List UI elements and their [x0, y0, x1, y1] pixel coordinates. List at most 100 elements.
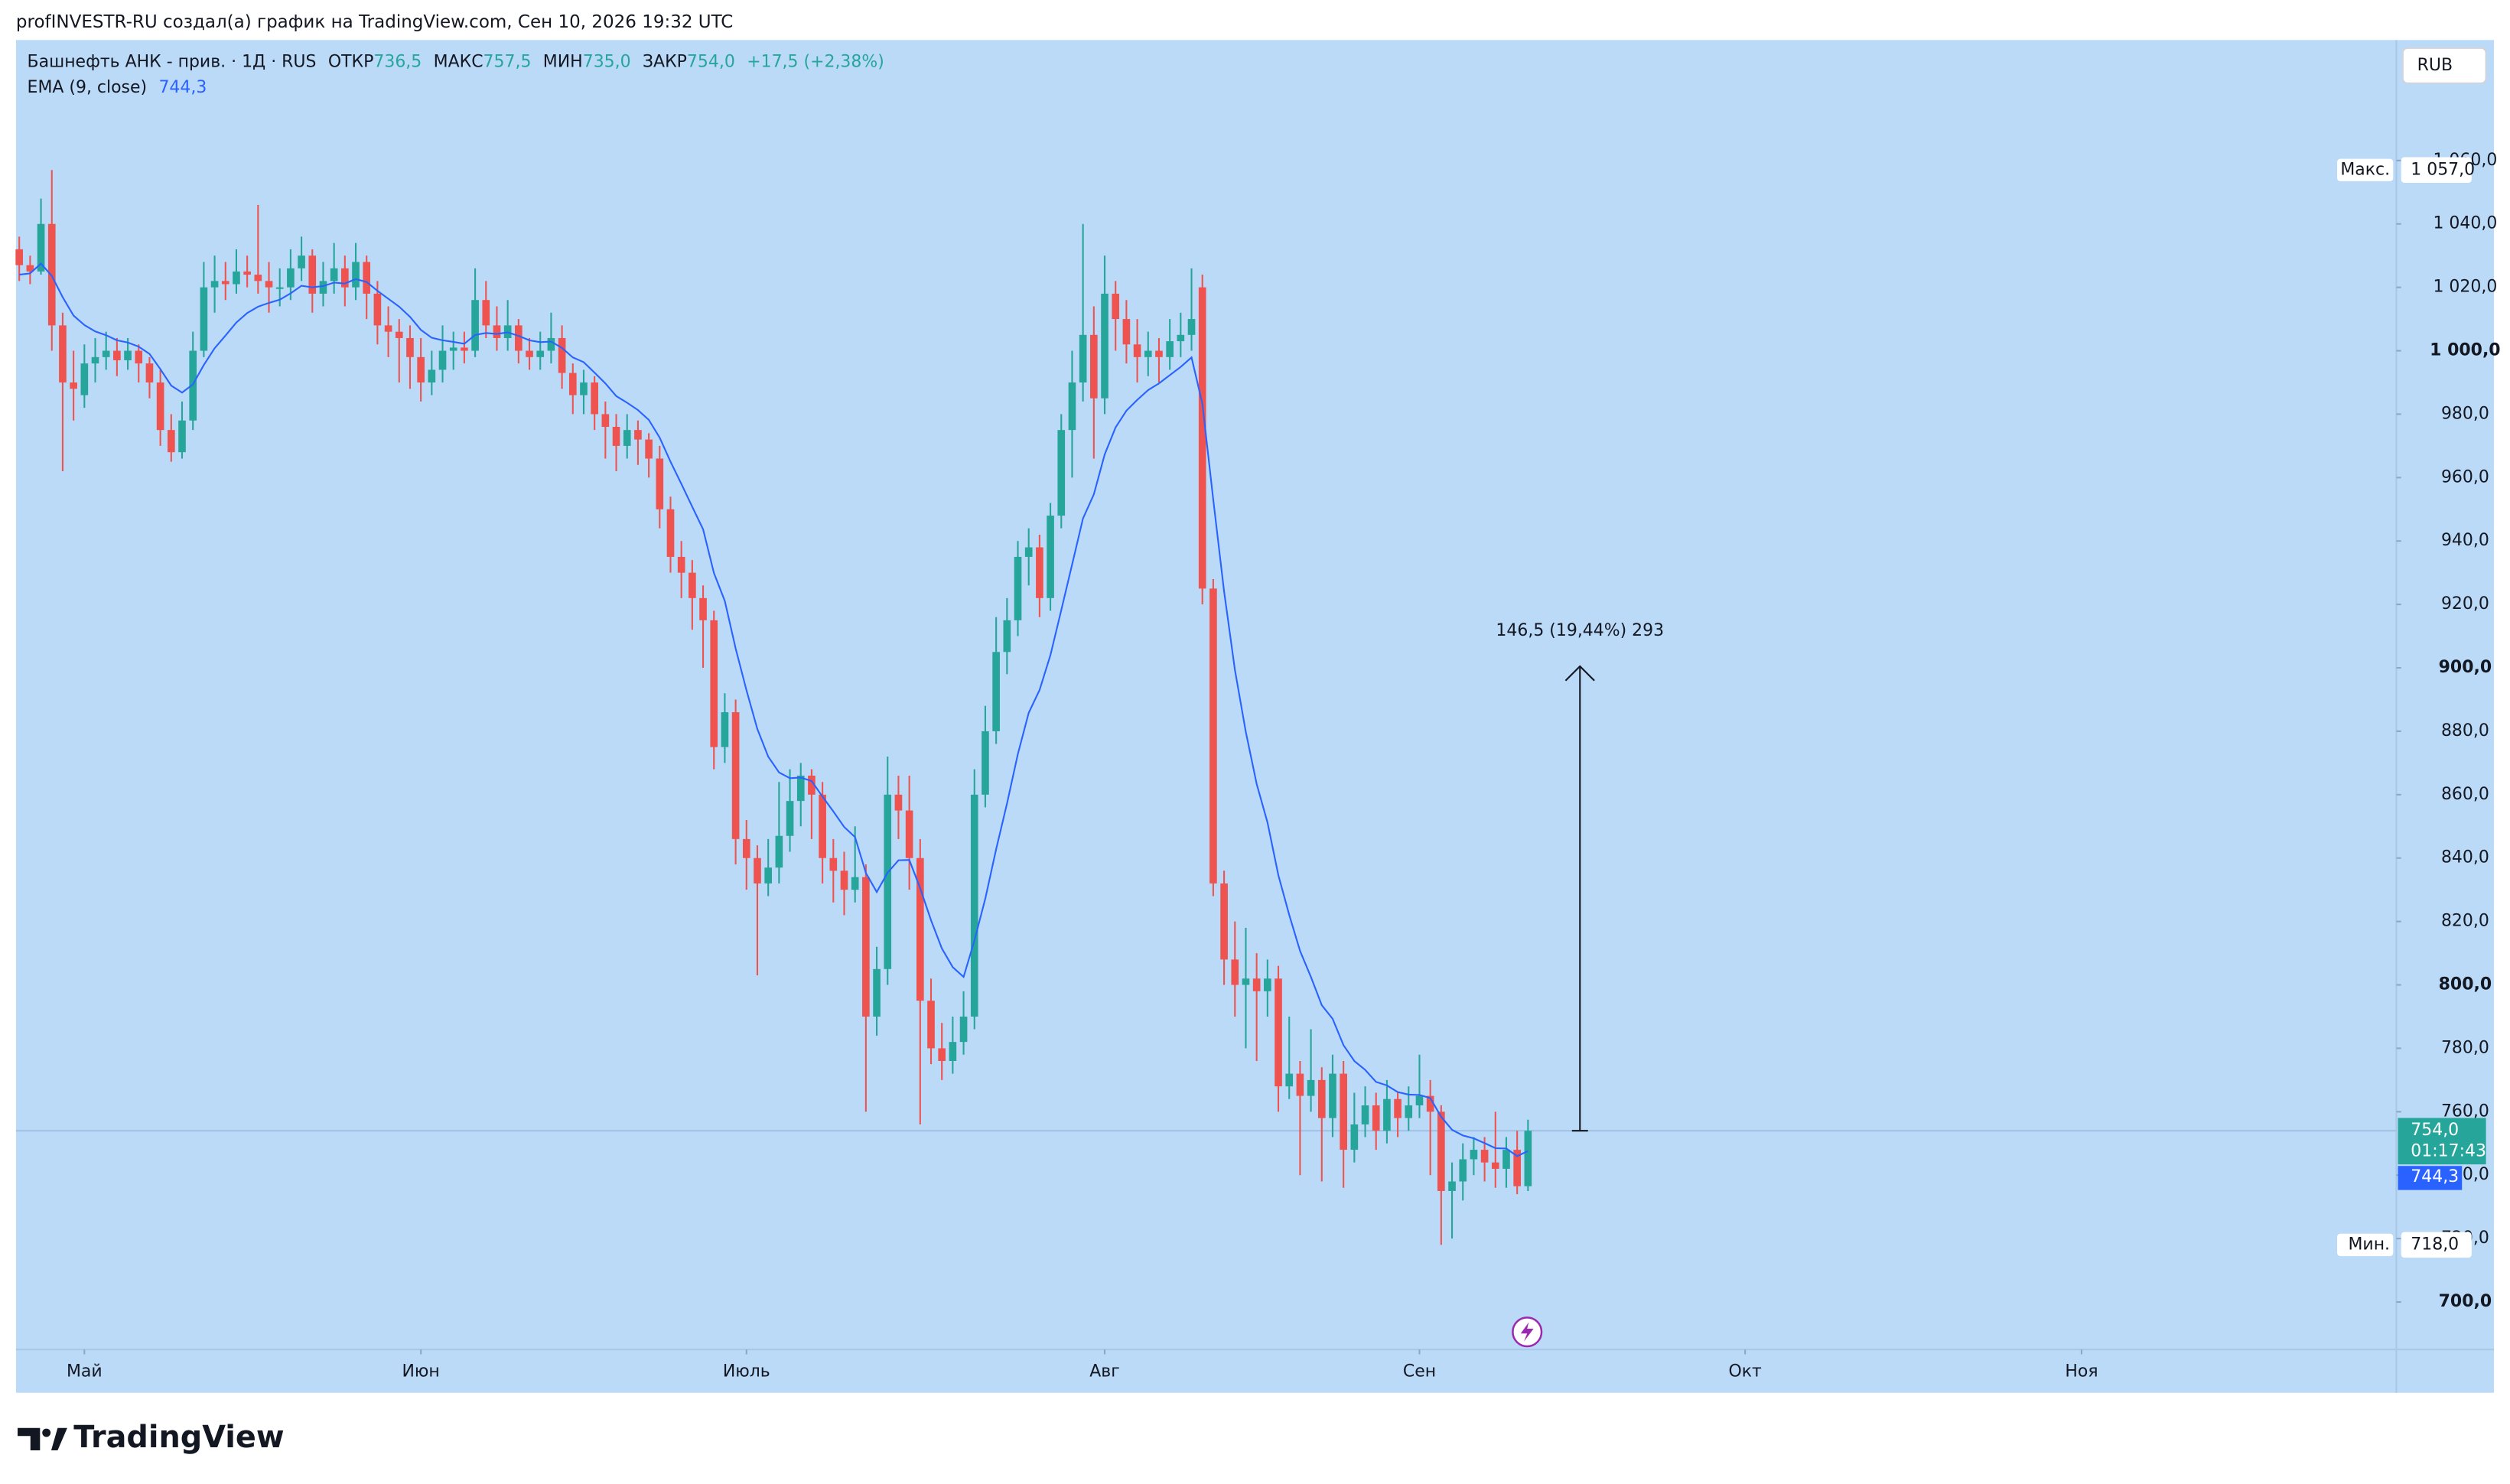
- candle-body: [851, 877, 859, 890]
- candle-body: [265, 281, 273, 288]
- candle-body: [319, 281, 327, 294]
- candle-body: [1394, 1098, 1401, 1118]
- candle-body: [884, 794, 892, 969]
- candle-body: [547, 337, 555, 351]
- candle-body: [1252, 978, 1261, 991]
- candle-body: [243, 271, 251, 275]
- candle-body: [894, 794, 903, 811]
- candle-body: [1317, 1079, 1326, 1118]
- candle-body: [775, 835, 783, 868]
- candle-body: [1372, 1105, 1380, 1131]
- marker-value-box: [2401, 157, 2472, 184]
- legend: Башнефть АНК - прив. · 1Д · RUS ОТКР736,…: [28, 53, 884, 72]
- candle-body: [363, 262, 371, 294]
- candle-body: [167, 430, 175, 453]
- candle-body: [1350, 1124, 1359, 1150]
- candle-body: [1242, 978, 1250, 985]
- ema-line: [19, 262, 1528, 1157]
- candle-body: [91, 356, 99, 364]
- candle-body: [1014, 556, 1022, 620]
- marker-label: Макс.: [2340, 160, 2390, 179]
- candle-body: [808, 775, 816, 795]
- candle-body: [1470, 1150, 1478, 1160]
- candle-body: [417, 356, 425, 382]
- candle-body: [1003, 620, 1011, 653]
- candle-body: [449, 347, 457, 351]
- x-tick-label: Июн: [402, 1362, 440, 1381]
- candle-body: [156, 382, 164, 431]
- y-tick-label: 820,0: [2441, 912, 2489, 931]
- candle-body: [26, 265, 34, 272]
- candle-body: [1177, 334, 1185, 342]
- event-icon-bolt: [1520, 1322, 1534, 1342]
- legend-value: 754,0: [687, 53, 735, 72]
- y-tick-label: 880,0: [2441, 721, 2489, 740]
- candle-body: [1079, 334, 1087, 382]
- candle-body: [699, 597, 707, 620]
- candle-body: [145, 363, 154, 382]
- candle-body: [341, 268, 349, 288]
- measure-arrow: [1564, 665, 1595, 682]
- legend-value: 757,5: [483, 53, 532, 72]
- logo-mark: [50, 1427, 67, 1451]
- candle-body: [15, 249, 24, 265]
- legend-label: ОТКР: [328, 53, 374, 72]
- candle-body: [1264, 978, 1271, 991]
- candle-body: [1437, 1111, 1445, 1191]
- candle-body: [645, 439, 653, 459]
- header: profINVESTR-RU создал(а) график на Tradi…: [16, 12, 733, 32]
- y-tick-label: 760,0: [2441, 1102, 2489, 1121]
- candle-body: [1068, 382, 1076, 431]
- x-tick-label: Сен: [1403, 1362, 1436, 1381]
- y-tick-label: 840,0: [2441, 848, 2489, 867]
- candle-body: [754, 858, 761, 884]
- candle-body: [493, 325, 501, 338]
- candle-body: [1220, 883, 1228, 960]
- candle-body: [591, 382, 598, 415]
- candle-body: [438, 350, 447, 370]
- candle-body: [1502, 1150, 1510, 1169]
- marker-value-box: [2401, 1232, 2472, 1258]
- candle-body: [1491, 1162, 1499, 1169]
- marker-box: [2337, 1233, 2394, 1257]
- candle-body: [1513, 1150, 1522, 1186]
- marker-value: 1 057,0: [2411, 160, 2475, 179]
- candle-body: [1459, 1159, 1467, 1182]
- candle-body: [189, 350, 197, 421]
- candle-body: [406, 337, 414, 357]
- marker-label: Мин.: [2348, 1235, 2390, 1254]
- candle-body: [80, 363, 89, 395]
- candle-body: [1057, 430, 1066, 516]
- candle-body: [1112, 293, 1120, 320]
- y-tick-label: 940,0: [2441, 531, 2489, 550]
- y-tick-label: 700,0: [2439, 1292, 2492, 1311]
- candle-body: [1426, 1095, 1434, 1112]
- candle-body: [656, 458, 664, 509]
- candle-body: [515, 325, 523, 351]
- candle-body: [1296, 1073, 1304, 1096]
- candle-body: [1448, 1181, 1456, 1191]
- indicator-legend: EMA (9, close) 744,3: [28, 78, 207, 97]
- x-tick-label: Июль: [723, 1362, 770, 1381]
- y-tick-label: 920,0: [2441, 594, 2489, 613]
- candle-body: [1209, 588, 1217, 884]
- legend-value: 736,5: [373, 53, 422, 72]
- candle-body: [1524, 1131, 1532, 1186]
- ema-tag: [2398, 1166, 2463, 1190]
- price-tag: [2398, 1118, 2486, 1165]
- candle-body: [37, 223, 45, 272]
- x-tick-label: Май: [67, 1362, 103, 1381]
- y-tick-label: 1 000,0: [2430, 341, 2500, 360]
- currency-button[interactable]: [2401, 47, 2487, 84]
- indicator-value: 744,3: [158, 78, 207, 97]
- candle-body: [275, 287, 284, 289]
- candle-body: [1307, 1079, 1315, 1096]
- candle-body: [970, 794, 978, 1017]
- candle-body: [113, 350, 121, 360]
- candle-body: [428, 369, 436, 382]
- candle-body: [689, 572, 696, 598]
- candle-body: [221, 281, 230, 285]
- marker-value: 718,0: [2411, 1235, 2459, 1254]
- candle-body: [862, 877, 870, 1017]
